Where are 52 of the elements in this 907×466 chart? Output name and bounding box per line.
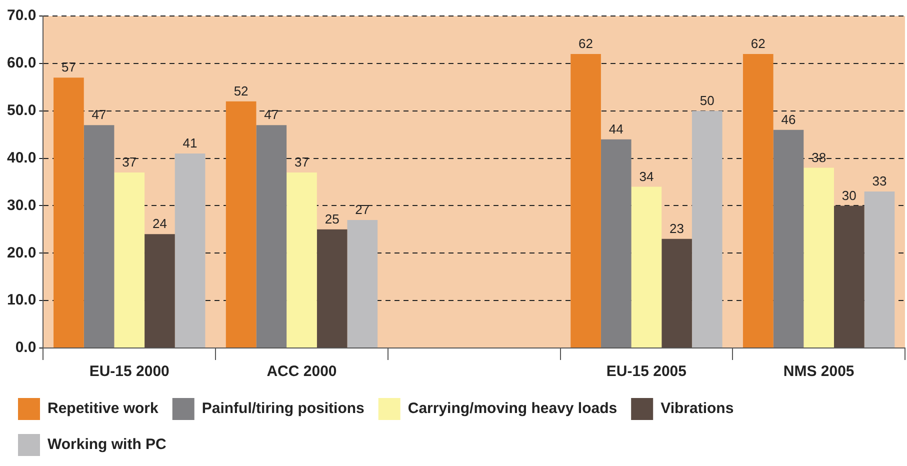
data-label: 62 (578, 36, 594, 52)
bar (692, 110, 722, 348)
bar (114, 172, 145, 348)
data-label: 46 (781, 112, 796, 127)
bar (286, 172, 317, 348)
data-label: 23 (670, 220, 684, 236)
bar (144, 234, 175, 348)
data-label: 50 (700, 92, 714, 108)
bar (226, 101, 256, 348)
x-tick-label: ACC 2000 (266, 363, 337, 380)
y-tick-label: 20.0 (6, 244, 36, 262)
bar (662, 238, 692, 348)
data-label: 47 (92, 107, 106, 122)
legend-label: Repetitive work (48, 400, 160, 418)
bar (834, 206, 864, 348)
y-tick-label: 70.0 (6, 7, 36, 24)
legend-label: Vibrations (660, 400, 734, 418)
x-tick-label: EU-15 2000 (89, 363, 170, 380)
bar (804, 168, 834, 348)
data-label: 25 (324, 212, 340, 227)
legend-label: Working with PC (48, 436, 167, 454)
y-tick-label: 30.0 (6, 196, 36, 214)
data-label: 24 (152, 216, 167, 232)
legend-label: Painful/tiring positions (202, 400, 364, 418)
y-tick-label: 40.0 (6, 149, 36, 166)
bar (347, 220, 378, 348)
y-tick-label: 50.0 (6, 102, 36, 119)
bar (84, 125, 114, 348)
data-label: 38 (812, 150, 826, 165)
bar (316, 229, 348, 348)
x-tick-label: NMS 2005 (783, 363, 854, 380)
bar (174, 154, 206, 348)
bar (600, 139, 632, 348)
bar (742, 54, 774, 348)
x-tick-label: EU-15 2005 (606, 363, 686, 380)
bar (54, 78, 84, 348)
data-label: 34 (639, 168, 654, 184)
data-label: 62 (750, 36, 766, 52)
data-label: 30 (842, 188, 856, 203)
y-tick-label: 10.0 (6, 292, 36, 309)
bar (631, 186, 662, 348)
bar (773, 130, 804, 348)
y-tick-label: 0.0 (15, 339, 36, 356)
bar (570, 54, 601, 348)
data-label: 33 (872, 174, 887, 189)
data-label: 44 (608, 121, 624, 136)
y-tick-label: 60.0 (6, 54, 36, 72)
bar (256, 125, 287, 348)
data-label: 52 (234, 83, 248, 98)
legend-label: Carrying/moving heavy loads (408, 400, 618, 418)
data-label: 41 (182, 136, 198, 151)
bar (864, 191, 895, 348)
